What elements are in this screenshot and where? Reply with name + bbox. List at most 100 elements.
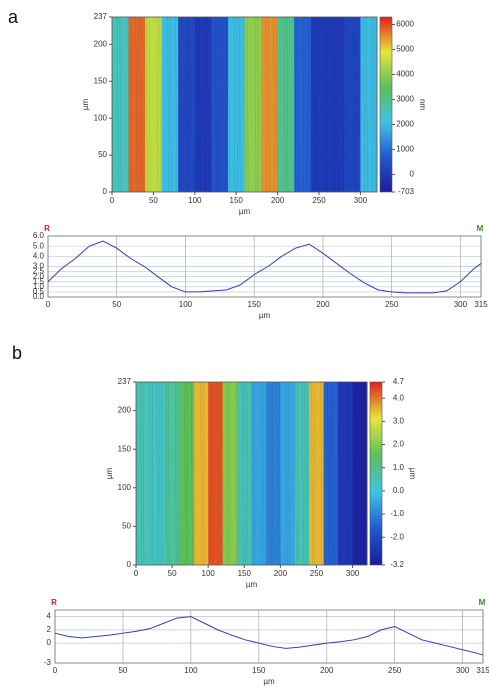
y-tick-label: 0.5 <box>33 287 45 296</box>
colorbar-tick-label: 1000 <box>396 145 414 154</box>
marker-left: R <box>44 224 50 233</box>
x-axis-label: µm <box>263 677 275 686</box>
y-tick-label: 237 <box>94 12 108 21</box>
y-tick-label: 3.0 <box>33 262 45 271</box>
x-tick-label: 250 <box>388 666 402 675</box>
plot-frame <box>47 235 482 298</box>
y-tick-label: 2.5 <box>33 267 45 276</box>
x-tick-label: 300 <box>456 666 470 675</box>
heatmap-cell <box>310 17 328 192</box>
colorbar-label: nm <box>418 99 427 110</box>
x-tick-label: 250 <box>385 300 399 309</box>
heatmap-cell <box>194 17 212 192</box>
y-tick-label: 200 <box>94 39 108 48</box>
colorbar-tick-label: 1.0 <box>393 463 405 472</box>
plot-frame <box>54 609 484 664</box>
x-tick-label: 300 <box>346 569 360 578</box>
x-tick-label: 250 <box>310 569 324 578</box>
y-tick-label: 0 <box>127 560 132 569</box>
x-tick-label: 150 <box>248 300 262 309</box>
colorbar-tick-label: 6000 <box>396 20 414 29</box>
x-tick-label: 200 <box>320 666 334 675</box>
y-tick-label: 4 <box>47 612 52 621</box>
panel-label: b <box>12 343 22 363</box>
x-axis-label: µm <box>239 207 251 216</box>
heatmap-cell <box>294 382 310 565</box>
x-tick-label: 150 <box>252 666 266 675</box>
colorbar-tick-label: -703 <box>398 187 415 196</box>
heatmap-cell <box>343 17 361 192</box>
colorbar-tick-label: 0 <box>410 170 415 179</box>
x-tick-label: 50 <box>149 196 158 205</box>
heatmap-cell <box>360 17 378 192</box>
x-tick-label: 250 <box>312 196 326 205</box>
heatmap-cell <box>244 17 262 192</box>
heatmap-cell <box>145 17 163 192</box>
heatmap-cell <box>338 382 354 565</box>
y-tick-label: 6.0 <box>33 231 45 240</box>
heatmap-cell <box>179 382 195 565</box>
x-tick-label: 100 <box>188 196 202 205</box>
colorbar-tick-label: 0.0 <box>393 486 405 495</box>
colorbar-tick-label: 4.0 <box>393 393 405 402</box>
x-tick-label: 300 <box>354 196 368 205</box>
y-tick-label: 5.0 <box>33 241 45 250</box>
y-tick-label: 0 <box>47 638 52 647</box>
colorbar-tick-label: -3.2 <box>390 560 404 569</box>
colorbar <box>369 381 383 566</box>
y-tick-label: 200 <box>118 406 132 415</box>
profile-line <box>54 616 484 656</box>
plot-frame <box>135 381 368 566</box>
x-tick-label: 315 <box>474 300 488 309</box>
colorbar-tick-label: -1.0 <box>390 509 404 518</box>
marker-right: M <box>479 598 486 607</box>
colorbar-tick-label: -2.0 <box>390 532 404 541</box>
colorbar <box>379 16 393 193</box>
heatmap-cell <box>211 17 229 192</box>
x-tick-label: 50 <box>118 666 127 675</box>
heatmap-cell <box>208 382 224 565</box>
marker-left: R <box>51 598 57 607</box>
y-tick-label: 150 <box>118 444 132 453</box>
colorbar-tick-label: 3000 <box>396 95 414 104</box>
heatmap-cell <box>327 17 345 192</box>
x-tick-label: 200 <box>274 569 288 578</box>
colorbar-label: µm <box>408 468 417 480</box>
y-tick-label: 100 <box>118 483 132 492</box>
heatmap-cell <box>227 17 245 192</box>
heatmap-cell <box>150 382 166 565</box>
heatmap-cell <box>161 17 179 192</box>
heatmap-cell <box>193 382 209 565</box>
heatmap-cell <box>265 382 281 565</box>
y-tick-label: 1.0 <box>33 282 45 291</box>
x-axis-label: µm <box>246 580 258 589</box>
colorbar-tick-label: 4.7 <box>393 377 405 386</box>
y-tick-label: 237 <box>118 377 132 386</box>
y-tick-label: -3 <box>44 658 52 667</box>
colorbar-tick-label: 2.0 <box>393 440 405 449</box>
heatmap-cell <box>261 17 279 192</box>
profile-line <box>47 240 482 294</box>
colorbar-tick-label: 5000 <box>396 45 414 54</box>
heatmap-cell <box>251 382 267 565</box>
x-tick-label: 50 <box>168 569 177 578</box>
x-tick-label: 200 <box>271 196 285 205</box>
y-axis-label: µm <box>105 468 114 480</box>
y-tick-label: 0 <box>103 187 108 196</box>
x-tick-label: 50 <box>112 300 121 309</box>
heatmap-cell <box>309 382 325 565</box>
y-tick-label: 4.0 <box>33 251 45 260</box>
y-tick-label: 2.0 <box>33 272 45 281</box>
heatmap-cell <box>136 382 151 565</box>
heatmap-cell <box>323 382 339 565</box>
heatmap-cell <box>178 17 196 192</box>
x-tick-label: 0 <box>46 300 51 309</box>
x-tick-label: 200 <box>316 300 330 309</box>
x-tick-label: 0 <box>134 569 139 578</box>
y-tick-label: 2 <box>47 625 52 634</box>
x-axis-label: µm <box>259 311 271 320</box>
y-tick-label: 50 <box>122 522 131 531</box>
x-tick-label: 300 <box>454 300 468 309</box>
x-tick-label: 315 <box>476 666 489 675</box>
x-tick-label: 150 <box>230 196 244 205</box>
